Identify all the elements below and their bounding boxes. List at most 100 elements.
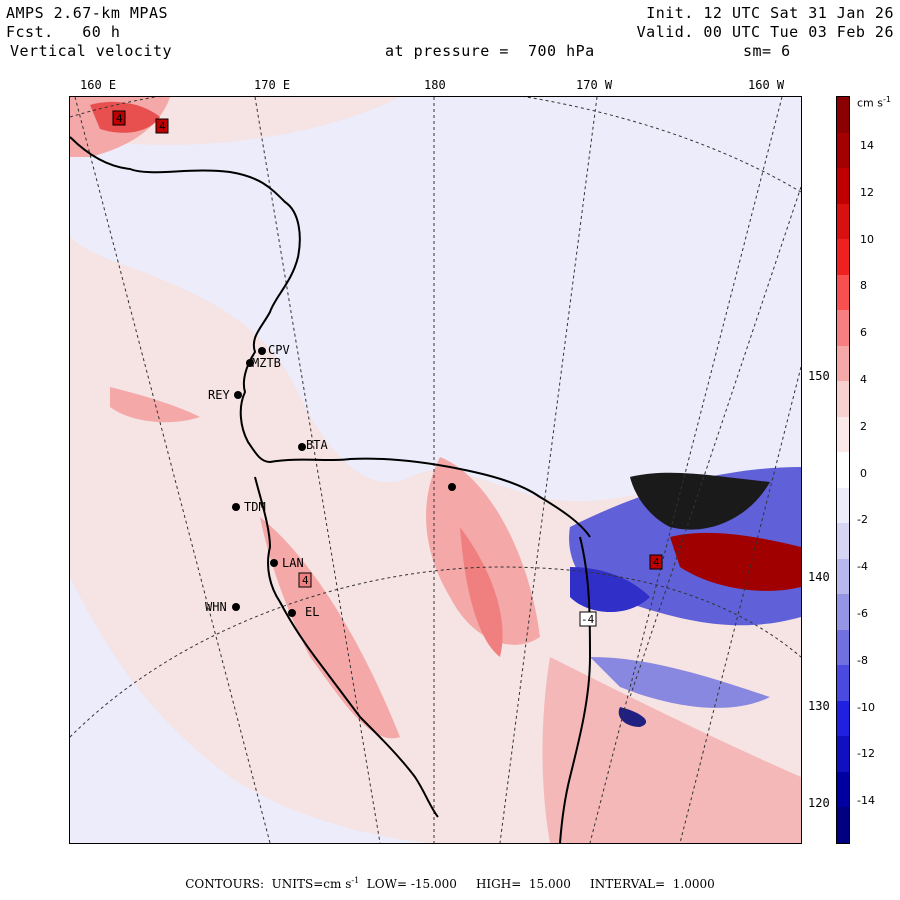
- strong-positive-core: [670, 532, 801, 591]
- colorbar-tick-label: 0: [860, 466, 867, 480]
- contour-info: CONTOURS: UNITS=cm s-1 LOW= -15.000 HIGH…: [0, 876, 900, 891]
- station-dot-mztb: [246, 359, 254, 367]
- marker-box-2: [155, 118, 169, 134]
- marker-label-4: 4: [653, 556, 660, 569]
- colorbar-units-text: cm s: [857, 96, 883, 110]
- colorbar-tick-label: -4: [857, 560, 868, 574]
- colorbar-segment: [837, 771, 849, 808]
- lon-label-160e: 160 E: [80, 78, 117, 92]
- positive-core-center: [460, 527, 503, 657]
- colorbar-segment: [837, 274, 849, 311]
- negative-field-region: [70, 97, 801, 502]
- graticule: [70, 97, 801, 843]
- lon-label-180: 180: [424, 78, 446, 92]
- pressure-value: 700 hPa: [527, 42, 595, 60]
- colorbar-units-exp: -1: [883, 95, 891, 104]
- dense-contour-zone: [630, 472, 770, 530]
- marker-box-3: [298, 572, 312, 588]
- units-label: UNITS=cm s: [271, 877, 352, 891]
- vertical-velocity-map: 4 4 4 4 -4: [69, 96, 802, 844]
- low-label: LOW=: [366, 877, 407, 891]
- station-dot-tdm: [232, 503, 240, 511]
- station-dot-cpv: [258, 347, 266, 355]
- station-label-rey: REY: [208, 388, 230, 402]
- low-value: -15.000: [410, 877, 457, 891]
- pressure-level: at pressure = 700 hPa: [385, 42, 595, 60]
- colorbar-segment: [837, 416, 849, 453]
- fcst-value: 60 h: [82, 23, 121, 41]
- ice-shelf-front: [559, 536, 592, 843]
- station-dot-rey: [234, 391, 242, 399]
- positive-patch-west: [110, 387, 200, 423]
- colorbar-tick-label: 4: [860, 373, 867, 386]
- colorbar-tick-label: -14: [857, 794, 875, 808]
- colorbar-tick-label: -2: [857, 513, 868, 527]
- colorbar-segment: [837, 665, 849, 702]
- positive-band-se: [542, 657, 801, 843]
- coastline-north: [70, 136, 591, 538]
- positive-band-coast: [260, 517, 400, 739]
- lon-label-170e: 170 E: [254, 78, 291, 92]
- station-dot-el: [288, 609, 296, 617]
- init-time: Init. 12 UTC Sat 31 Jan 26: [646, 4, 894, 22]
- colorbar-tick-label: 12: [860, 185, 874, 199]
- marker-label-1: 4: [116, 112, 123, 125]
- colorbar-units: cm s-1: [857, 95, 891, 110]
- station-label-cpv: CPV: [268, 343, 290, 357]
- station-dot-east: [448, 483, 456, 491]
- colorbar-segment: [837, 736, 849, 773]
- lon-label-160w: 160 W: [748, 78, 785, 92]
- negative-band-east: [590, 657, 770, 708]
- station-label-tdm: TDM: [244, 500, 266, 514]
- colorbar-segment: [837, 168, 849, 205]
- marker-label-3: 4: [302, 574, 309, 587]
- colorbar-segment: [837, 523, 849, 560]
- positive-band-center: [426, 457, 540, 645]
- colorbar-segment: [837, 345, 849, 382]
- colorbar-tick-label: -8: [857, 653, 868, 667]
- colorbar-segment: [837, 807, 849, 844]
- marker-label-2: 4: [159, 120, 166, 133]
- colorbar-segment: [837, 700, 849, 737]
- colorbar-segment: [837, 487, 849, 524]
- station-dot-lan: [270, 559, 278, 567]
- smoothing: sm= 6: [743, 42, 791, 60]
- station-label-whn: WHN: [205, 600, 227, 614]
- contour-markers: 4 4 4 4 -4: [112, 110, 663, 627]
- station-dot-whn: [232, 603, 240, 611]
- colorbar-tick-label: 10: [860, 232, 874, 246]
- marker-box-4: [649, 554, 663, 570]
- colorbar-segment: [837, 203, 849, 240]
- forecast-hour: Fcst. 60 h: [6, 23, 120, 41]
- coastline-west: [254, 476, 439, 818]
- station-label-el: EL: [305, 605, 320, 619]
- colorbar-segment: [837, 97, 849, 134]
- station-label-mztb: MZTB: [252, 356, 281, 370]
- colorbar-tick-label: 14: [860, 139, 874, 152]
- valid-time: Valid. 00 UTC Tue 03 Feb 26: [636, 23, 894, 41]
- colorbar-tick-label: -10: [857, 700, 875, 714]
- colorbar-segment: [837, 239, 849, 276]
- station-label-lan: LAN: [282, 556, 304, 570]
- marker-box-1: [112, 110, 126, 126]
- negative-eddy: [618, 707, 647, 727]
- colorbar-segment: [837, 132, 849, 169]
- station-dots: [232, 347, 456, 617]
- units-exp: -1: [351, 876, 360, 885]
- interval-value: 1.0000: [672, 877, 715, 891]
- meridian-160e: [74, 97, 271, 843]
- colorbar-segment: [837, 381, 849, 418]
- colorbar-tick-label: -12: [857, 747, 875, 761]
- station-dot-bta: [298, 443, 306, 451]
- fcst-label: Fcst.: [6, 23, 54, 41]
- colorbar-segment: [837, 594, 849, 631]
- colorbar-segment: [837, 558, 849, 595]
- colorbar-tick-label: 8: [860, 279, 867, 293]
- marker-label-5: -4: [581, 613, 595, 626]
- pressure-label: at pressure =: [385, 42, 509, 60]
- meridian-140w: [679, 366, 801, 843]
- interval-label: INTERVAL=: [589, 877, 666, 891]
- colorbar: [836, 96, 850, 844]
- colorbar-segment: [837, 310, 849, 347]
- marker-box-5: [579, 611, 597, 627]
